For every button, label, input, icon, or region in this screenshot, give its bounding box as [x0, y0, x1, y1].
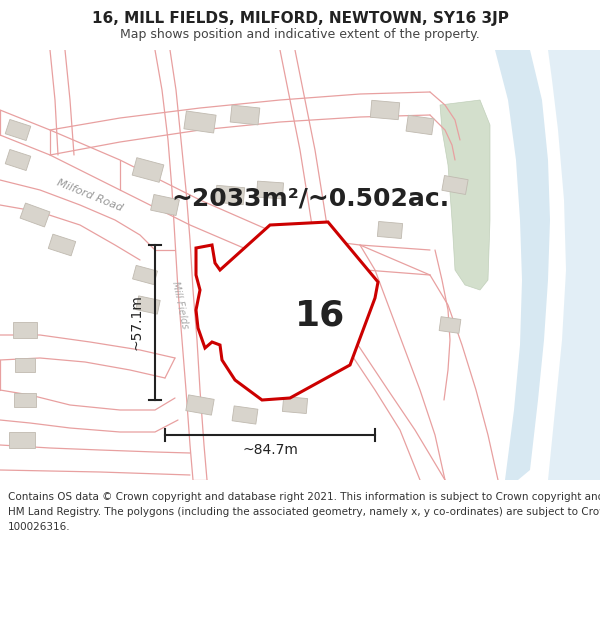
Text: ~57.1m: ~57.1m: [130, 294, 144, 351]
Text: 16, MILL FIELDS, MILFORD, NEWTOWN, SY16 3JP: 16, MILL FIELDS, MILFORD, NEWTOWN, SY16 …: [92, 11, 508, 26]
Polygon shape: [215, 185, 245, 205]
Polygon shape: [480, 50, 550, 480]
Polygon shape: [256, 181, 284, 199]
Polygon shape: [283, 396, 308, 414]
Polygon shape: [15, 358, 35, 372]
Polygon shape: [439, 317, 461, 333]
Polygon shape: [186, 395, 214, 415]
Polygon shape: [5, 149, 31, 171]
Text: Milford Road: Milford Road: [55, 177, 124, 212]
Polygon shape: [13, 322, 37, 338]
Polygon shape: [133, 266, 157, 284]
Text: 16: 16: [295, 298, 345, 332]
Polygon shape: [232, 406, 258, 424]
Text: Mill Fields: Mill Fields: [170, 281, 190, 329]
Polygon shape: [548, 50, 600, 480]
Text: Contains OS data © Crown copyright and database right 2021. This information is : Contains OS data © Crown copyright and d…: [8, 492, 600, 532]
Polygon shape: [9, 432, 35, 448]
Text: Map shows position and indicative extent of the property.: Map shows position and indicative extent…: [120, 28, 480, 41]
Text: ~2033m²/~0.502ac.: ~2033m²/~0.502ac.: [171, 186, 449, 210]
Polygon shape: [230, 105, 260, 125]
Polygon shape: [136, 296, 160, 314]
Polygon shape: [377, 221, 403, 239]
Polygon shape: [48, 234, 76, 256]
Polygon shape: [14, 393, 36, 407]
Polygon shape: [132, 158, 164, 182]
Polygon shape: [196, 222, 378, 400]
Text: ~84.7m: ~84.7m: [242, 443, 298, 457]
Polygon shape: [151, 194, 179, 216]
Polygon shape: [5, 119, 31, 141]
Polygon shape: [184, 111, 216, 133]
Polygon shape: [406, 115, 434, 135]
Polygon shape: [442, 176, 468, 194]
Polygon shape: [20, 203, 50, 227]
Polygon shape: [440, 100, 490, 290]
Polygon shape: [370, 100, 400, 120]
